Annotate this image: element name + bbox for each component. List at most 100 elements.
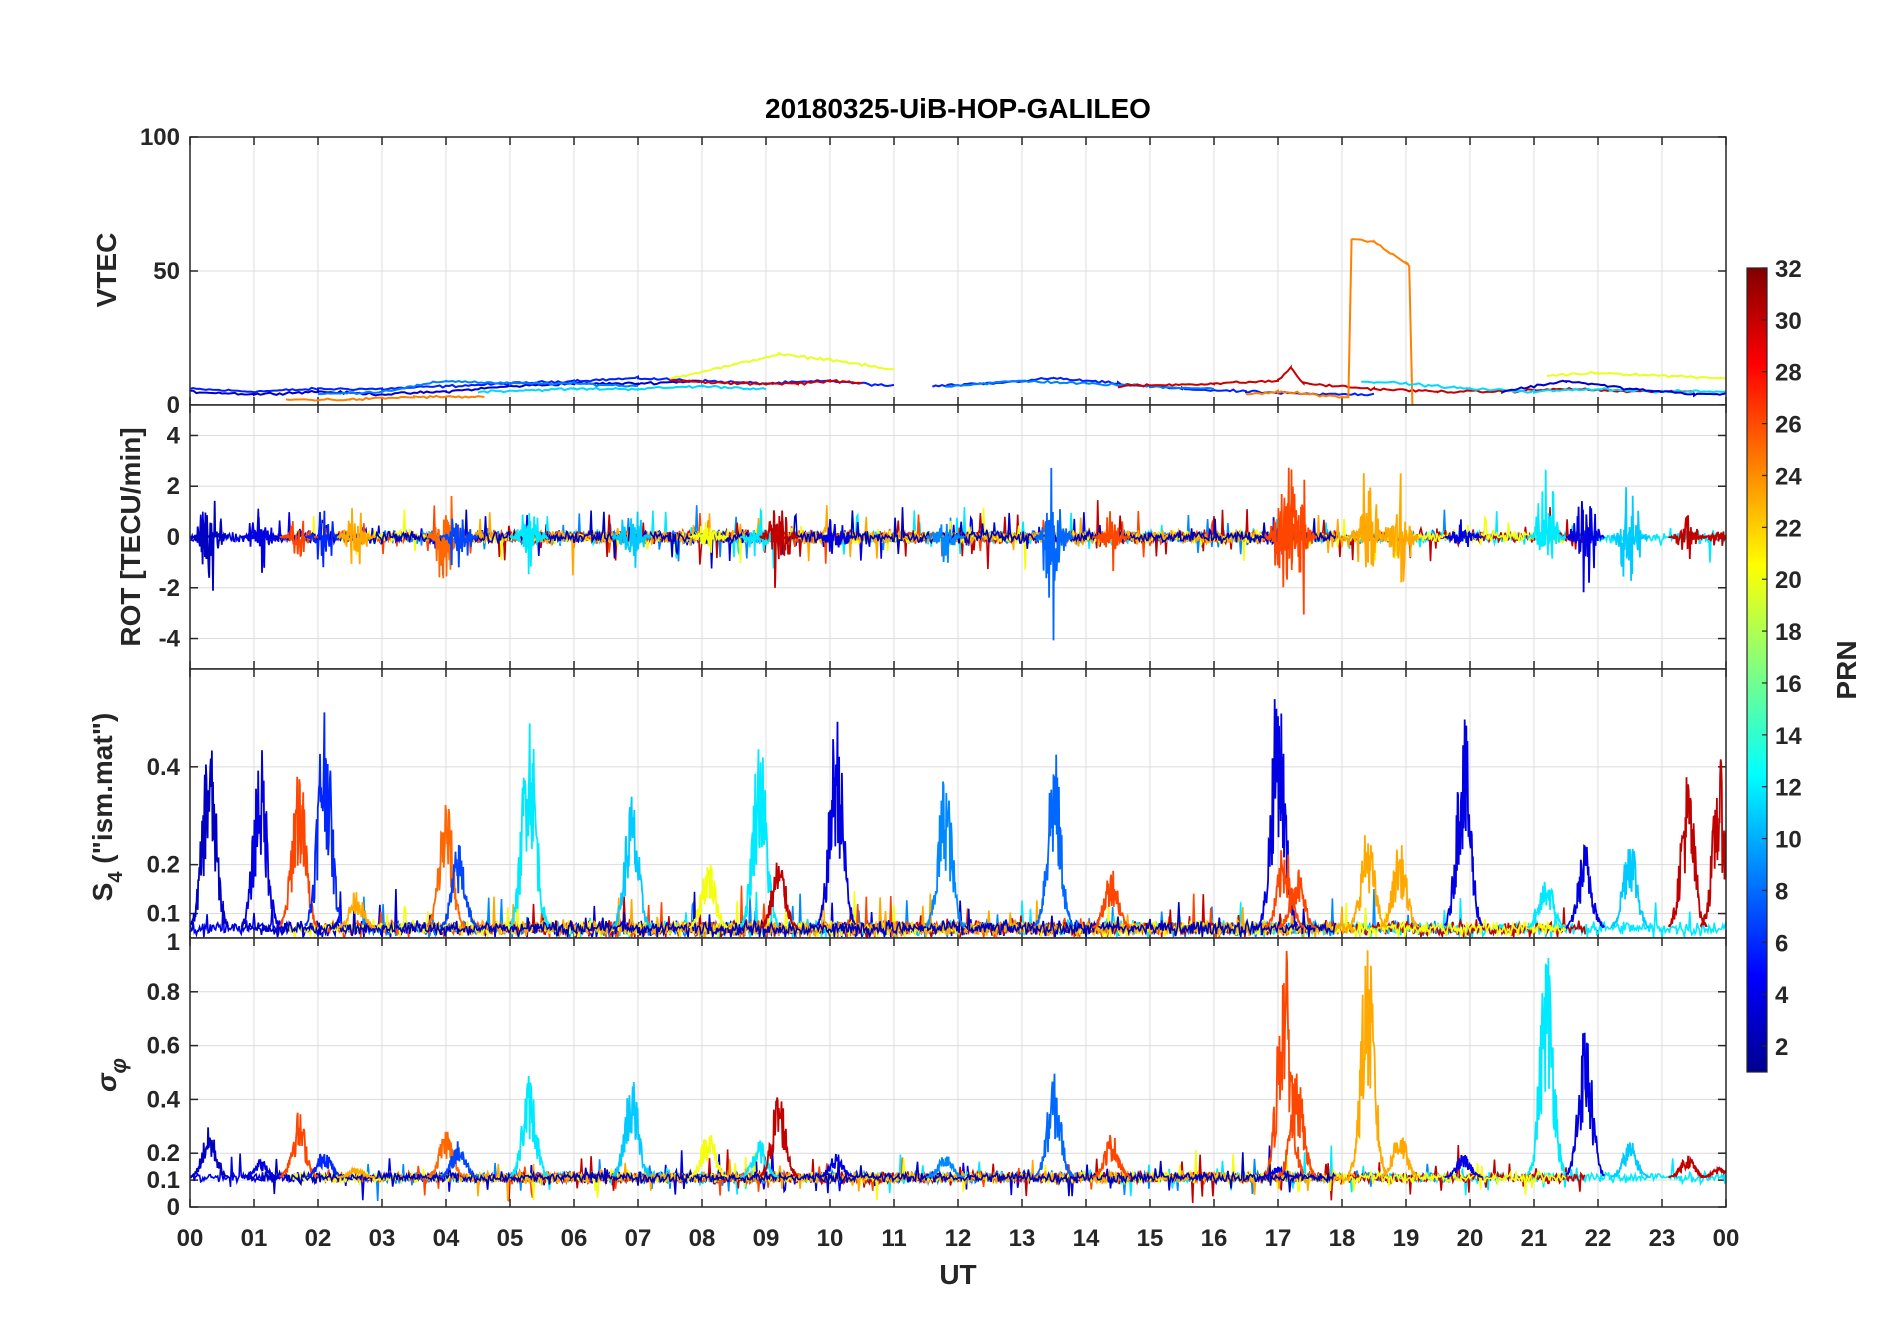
sigma-burst-prn-4 bbox=[1258, 1165, 1298, 1179]
s4-ylabel-main: S bbox=[87, 883, 118, 902]
sigma-burst-prn-11 bbox=[1610, 1142, 1650, 1179]
s4-burst-prn-6 bbox=[304, 712, 345, 929]
x-tick-label: 03 bbox=[369, 1225, 396, 1252]
s4-burst-prn-23 bbox=[1379, 845, 1420, 929]
s4-burst-prn-30 bbox=[759, 862, 799, 929]
x-tick-label: 02 bbox=[305, 1225, 332, 1252]
s4-ylabel-rest: ("ism.mat") bbox=[87, 713, 118, 872]
x-tick-label: 01 bbox=[241, 1225, 268, 1252]
rot-panel: -4 -2 0 2 4 bbox=[159, 404, 1727, 670]
rot-burst-prn-23 bbox=[1379, 473, 1419, 583]
rot-ytick-label: -4 bbox=[159, 626, 181, 653]
colorbar-tick-label: 22 bbox=[1775, 515, 1802, 542]
x-tick-label: 16 bbox=[1201, 1225, 1228, 1252]
rot-burst-prn-30 bbox=[1700, 531, 1726, 546]
colorbar-tick-label: 28 bbox=[1775, 360, 1802, 387]
rot-burst-prn-30 bbox=[759, 510, 799, 588]
rot-burst-prn-4 bbox=[1444, 519, 1483, 548]
s4-burst-prn-20 bbox=[688, 864, 729, 930]
colorbar-tick-label: 16 bbox=[1775, 671, 1802, 698]
s4-burst-prn-23 bbox=[1347, 835, 1388, 929]
sigma-burst-prn-3 bbox=[190, 1127, 229, 1178]
sigma-burst-prn-26 bbox=[1264, 950, 1305, 1176]
s4-ytick-label: 0.1 bbox=[147, 901, 180, 928]
s4-burst-prn-30 bbox=[1699, 759, 1726, 929]
sigma-burst-prn-4 bbox=[816, 1153, 856, 1179]
s4-burst-prn-23 bbox=[336, 892, 377, 929]
sigma-burst-prn-30 bbox=[1700, 1165, 1726, 1179]
s4-burst-prn-30 bbox=[1667, 777, 1708, 928]
sigma-burst-prn-6 bbox=[305, 1153, 344, 1180]
vtec-ylabel: VTEC bbox=[91, 233, 122, 308]
rot-burst-prn-26 bbox=[1277, 479, 1318, 615]
rot-burst-prn-4 bbox=[1565, 501, 1606, 593]
colorbar-tick-label: 18 bbox=[1775, 619, 1802, 646]
x-tick-label: 21 bbox=[1521, 1225, 1548, 1252]
x-tick-labels: 00 01 02 03 04 05 06 07 08 09 10 11 12 13 14 15 16 17 18 19… bbox=[177, 1225, 1740, 1252]
colorbar-tick-label: 10 bbox=[1775, 827, 1802, 854]
rot-ylabel: ROT [TECU/min] bbox=[115, 427, 146, 646]
s4-burst-prn-4 bbox=[1443, 719, 1484, 927]
rot-burst-prn-7 bbox=[439, 518, 479, 568]
sigma-burst-prn-12 bbox=[509, 1075, 550, 1178]
vtec-series-prn-29 bbox=[669, 378, 863, 386]
s4-burst-prn-26 bbox=[1264, 850, 1305, 929]
sigma-ytick-label: 0.8 bbox=[147, 979, 180, 1006]
sigma-burst-prn-26 bbox=[279, 1112, 319, 1179]
vtec-series-prn-3 bbox=[1501, 379, 1726, 398]
colorbar-tick-label: 12 bbox=[1775, 775, 1802, 802]
rot-burst-prn-4 bbox=[816, 520, 856, 554]
colorbar-tick-label: 24 bbox=[1775, 463, 1802, 490]
vtec-ytick-label: 100 bbox=[140, 124, 180, 151]
sigma-burst-prn-23 bbox=[337, 1165, 376, 1179]
rot-ytick-label: 2 bbox=[167, 473, 180, 500]
sigma-burst-prn-8 bbox=[1034, 1073, 1075, 1178]
chart-title: 20180325-UiB-HOP-GALILEO bbox=[765, 93, 1151, 124]
colorbar-tick-label: 26 bbox=[1775, 412, 1802, 439]
sigma-ytick-label: 0.2 bbox=[147, 1140, 180, 1167]
s4-series-group bbox=[190, 699, 1726, 938]
vtec-series-prn-20 bbox=[1546, 370, 1726, 380]
vtec-panel: 0 50 100 bbox=[140, 124, 1727, 419]
x-tick-label: 18 bbox=[1329, 1225, 1356, 1252]
sigma-burst-prn-11 bbox=[611, 1081, 651, 1178]
colorbar-tick-label: 32 bbox=[1775, 256, 1802, 283]
x-tick-label: 19 bbox=[1393, 1225, 1420, 1252]
s4-burst-prn-4 bbox=[1565, 844, 1606, 929]
sigma-burst-prn-25 bbox=[426, 1131, 466, 1179]
sigma-burst-prn-23 bbox=[1380, 1137, 1420, 1178]
rot-ytick-label: 0 bbox=[167, 524, 180, 551]
sigma-phi-panel: 00.10.2 0.4 0.6 0.8 1 bbox=[147, 929, 1727, 1221]
sigma-burst-prn-12 bbox=[740, 1140, 779, 1178]
colorbar-tick-label: 20 bbox=[1775, 567, 1802, 594]
vtec-series-prn-20 bbox=[669, 351, 894, 380]
x-tick-label: 14 bbox=[1073, 1225, 1100, 1252]
s4-burst-prn-25 bbox=[426, 804, 466, 929]
colorbar-gradient bbox=[1746, 267, 1768, 1073]
sigma-burst-prn-20 bbox=[689, 1134, 728, 1179]
rot-burst-prn-8 bbox=[1034, 467, 1075, 641]
rot-ytick-label: 4 bbox=[167, 422, 181, 449]
rot-burst-prn-23 bbox=[1347, 473, 1388, 568]
colorbar-tick-label: 4 bbox=[1775, 982, 1789, 1009]
s4-burst-prn-4 bbox=[240, 750, 281, 929]
rot-burst-prn-4 bbox=[241, 517, 281, 573]
vtec-series-prn-3 bbox=[190, 379, 703, 397]
sigma-burst-prn-30 bbox=[759, 1097, 799, 1178]
x-tick-label: 08 bbox=[689, 1225, 716, 1252]
s4-ytick-label: 0.4 bbox=[147, 754, 181, 781]
x-tick-label: 15 bbox=[1137, 1225, 1164, 1252]
x-tick-label: 23 bbox=[1649, 1225, 1676, 1252]
sigma-series-group bbox=[190, 950, 1726, 1204]
rot-burst-prn-9 bbox=[925, 523, 966, 563]
rot-ytick-label: -2 bbox=[159, 575, 180, 602]
x-tick-label: 04 bbox=[433, 1225, 460, 1252]
x-tick-label: 07 bbox=[625, 1225, 652, 1252]
s4-ylabel: S4 ("ism.mat") bbox=[87, 713, 127, 902]
s4-panel: 0.1 0.2 0.4 bbox=[147, 668, 1727, 939]
x-tick-label: 00 bbox=[1713, 1225, 1740, 1252]
rot-burst-prn-12 bbox=[509, 513, 549, 575]
colorbar-tick-label: 14 bbox=[1775, 723, 1802, 750]
